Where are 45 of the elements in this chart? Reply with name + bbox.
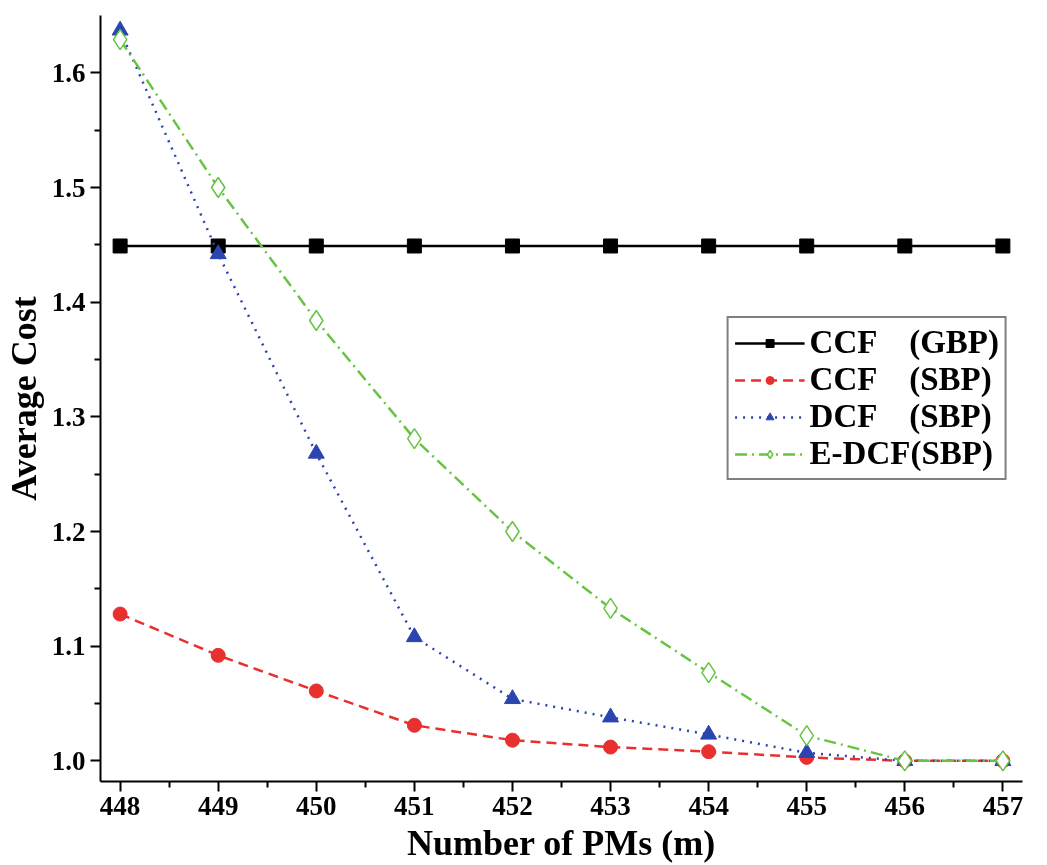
y-tick-label: 1.3	[51, 401, 86, 432]
point	[406, 238, 422, 254]
y-tick-label: 1.5	[51, 172, 86, 203]
point	[897, 238, 913, 254]
y-tick-label: 1.2	[51, 516, 86, 547]
point	[308, 683, 324, 699]
x-tick-label: 449	[197, 790, 239, 821]
x-tick-label: 448	[99, 790, 141, 821]
point	[209, 244, 227, 260]
point	[603, 238, 619, 254]
y-tick-label: 1.1	[51, 631, 86, 662]
point	[602, 707, 620, 723]
point	[603, 739, 619, 755]
y-tick-label: 1.0	[51, 745, 86, 776]
point	[405, 627, 423, 643]
point	[406, 717, 422, 733]
point	[700, 724, 718, 740]
point	[504, 238, 520, 254]
x-tick-label: 455	[786, 790, 827, 821]
point	[210, 647, 226, 663]
point	[504, 732, 520, 748]
y-tick-label: 1.4	[51, 287, 86, 318]
legend-label: E-DCF(SBP)	[809, 435, 993, 472]
point	[701, 238, 717, 254]
point	[503, 689, 521, 705]
point	[308, 238, 324, 254]
x-tick-label: 452	[492, 790, 533, 821]
legend-label: DCF (SBP)	[809, 398, 992, 435]
x-tick-label: 457	[982, 790, 1024, 821]
point	[701, 744, 717, 760]
point	[112, 606, 128, 622]
point	[995, 238, 1011, 254]
x-tick-label: 453	[590, 790, 631, 821]
point	[112, 238, 128, 254]
x-tick-label: 451	[394, 790, 435, 821]
x-tick-label: 456	[884, 790, 926, 821]
point	[799, 238, 815, 254]
y-tick-label: 1.6	[51, 57, 86, 88]
x-tick-label: 450	[296, 790, 337, 821]
x-tick-label: 454	[688, 790, 729, 821]
y-axis-title: Average Cost	[3, 296, 44, 501]
point	[798, 743, 816, 758]
x-axis-title: Number of PMs (m)	[407, 822, 716, 863]
legend-label: CCF (SBP)	[809, 361, 992, 398]
legend-label: CCF (GBP)	[809, 324, 999, 361]
